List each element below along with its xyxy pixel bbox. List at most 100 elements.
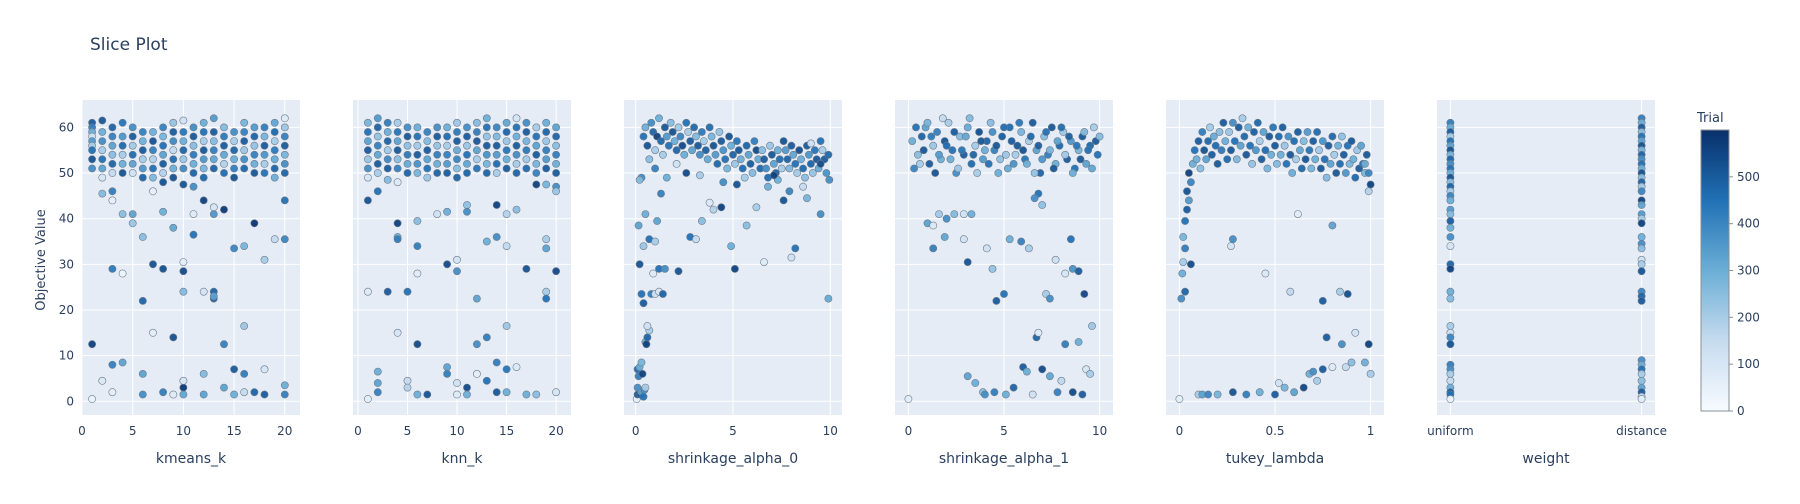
data-point bbox=[532, 132, 541, 141]
data-point bbox=[1318, 137, 1327, 145]
x-tick-label: 0 bbox=[632, 424, 640, 438]
data-point bbox=[383, 118, 392, 127]
data-point bbox=[1177, 294, 1186, 303]
data-point bbox=[696, 150, 704, 159]
data-point bbox=[433, 123, 442, 132]
data-point bbox=[1175, 395, 1184, 403]
data-point bbox=[805, 150, 813, 159]
data-point bbox=[463, 383, 471, 392]
data-point bbox=[1311, 155, 1320, 164]
data-point bbox=[453, 118, 461, 127]
data-point bbox=[1181, 287, 1189, 296]
data-point bbox=[1221, 137, 1230, 145]
data-point bbox=[98, 164, 107, 173]
data-point bbox=[250, 388, 259, 397]
data-point bbox=[825, 175, 834, 184]
data-point bbox=[764, 182, 772, 191]
data-point bbox=[1284, 132, 1293, 141]
data-point bbox=[522, 264, 531, 273]
data-point bbox=[1307, 164, 1316, 173]
data-point bbox=[969, 150, 978, 159]
data-point bbox=[209, 137, 218, 145]
data-point bbox=[1338, 340, 1346, 349]
subplot-weight: uniform distance weight bbox=[1427, 100, 1667, 467]
data-point bbox=[363, 146, 372, 155]
data-point bbox=[1246, 141, 1254, 150]
data-point bbox=[502, 164, 511, 173]
data-point bbox=[492, 123, 501, 132]
data-point bbox=[694, 141, 702, 150]
data-point bbox=[1202, 155, 1211, 164]
data-point bbox=[199, 287, 208, 296]
colorbar-gradient bbox=[1700, 129, 1730, 412]
data-point bbox=[793, 169, 802, 177]
data-point bbox=[230, 137, 238, 145]
data-point bbox=[723, 164, 732, 173]
data-point bbox=[1446, 287, 1455, 296]
data-point bbox=[1446, 376, 1455, 385]
data-point bbox=[199, 390, 208, 399]
data-point bbox=[179, 155, 188, 164]
data-point bbox=[472, 340, 481, 349]
data-point bbox=[453, 390, 461, 399]
data-point bbox=[199, 164, 208, 173]
data-point bbox=[1080, 128, 1089, 136]
data-point bbox=[189, 230, 198, 239]
subplot-shrinkage_alpha_1: 0 5 10 shrinkage_alpha_1 bbox=[895, 100, 1113, 467]
data-point bbox=[1250, 128, 1258, 136]
data-point bbox=[1332, 169, 1341, 177]
data-point bbox=[1330, 150, 1339, 159]
data-point bbox=[280, 150, 289, 159]
data-point bbox=[522, 164, 531, 173]
data-point bbox=[940, 233, 949, 241]
data-point bbox=[260, 150, 269, 159]
data-point bbox=[680, 150, 689, 159]
data-point bbox=[1347, 137, 1356, 145]
data-point bbox=[1296, 146, 1304, 155]
data-point bbox=[373, 123, 382, 132]
data-point bbox=[967, 159, 976, 168]
data-point bbox=[209, 203, 218, 212]
data-point bbox=[1000, 290, 1008, 298]
data-point bbox=[651, 237, 659, 246]
data-point bbox=[240, 128, 249, 136]
data-point bbox=[996, 155, 1005, 164]
data-point bbox=[463, 201, 471, 209]
subplot-knn_k: 0 5 10 15 20 knn_k bbox=[353, 100, 571, 467]
data-point bbox=[463, 390, 471, 399]
data-point bbox=[643, 333, 652, 342]
data-point bbox=[1313, 128, 1321, 136]
data-point bbox=[383, 128, 392, 136]
data-point bbox=[1286, 287, 1295, 296]
data-point bbox=[822, 169, 831, 177]
data-point bbox=[463, 132, 471, 141]
data-point bbox=[1637, 296, 1646, 305]
data-point bbox=[502, 388, 511, 397]
data-point bbox=[118, 132, 127, 141]
data-point bbox=[209, 164, 218, 173]
data-point bbox=[1255, 388, 1264, 397]
data-point bbox=[1280, 383, 1289, 392]
data-point bbox=[1046, 294, 1054, 303]
data-point bbox=[373, 159, 382, 168]
data-point bbox=[917, 132, 926, 141]
data-point bbox=[108, 187, 117, 196]
data-point bbox=[512, 114, 521, 123]
data-point bbox=[199, 196, 208, 205]
data-point bbox=[383, 155, 392, 164]
data-point bbox=[1271, 390, 1279, 399]
data-point bbox=[992, 296, 1001, 305]
data-point bbox=[393, 178, 402, 187]
data-point bbox=[443, 169, 451, 177]
data-point bbox=[1288, 169, 1297, 177]
data-point bbox=[1002, 150, 1010, 159]
data-point bbox=[270, 128, 279, 136]
data-point bbox=[1229, 118, 1237, 127]
data-point bbox=[108, 123, 117, 132]
data-point bbox=[502, 322, 511, 330]
data-point bbox=[472, 294, 481, 303]
data-point bbox=[532, 150, 541, 159]
data-point bbox=[482, 376, 491, 385]
data-point bbox=[1317, 164, 1325, 173]
data-point bbox=[715, 128, 724, 136]
